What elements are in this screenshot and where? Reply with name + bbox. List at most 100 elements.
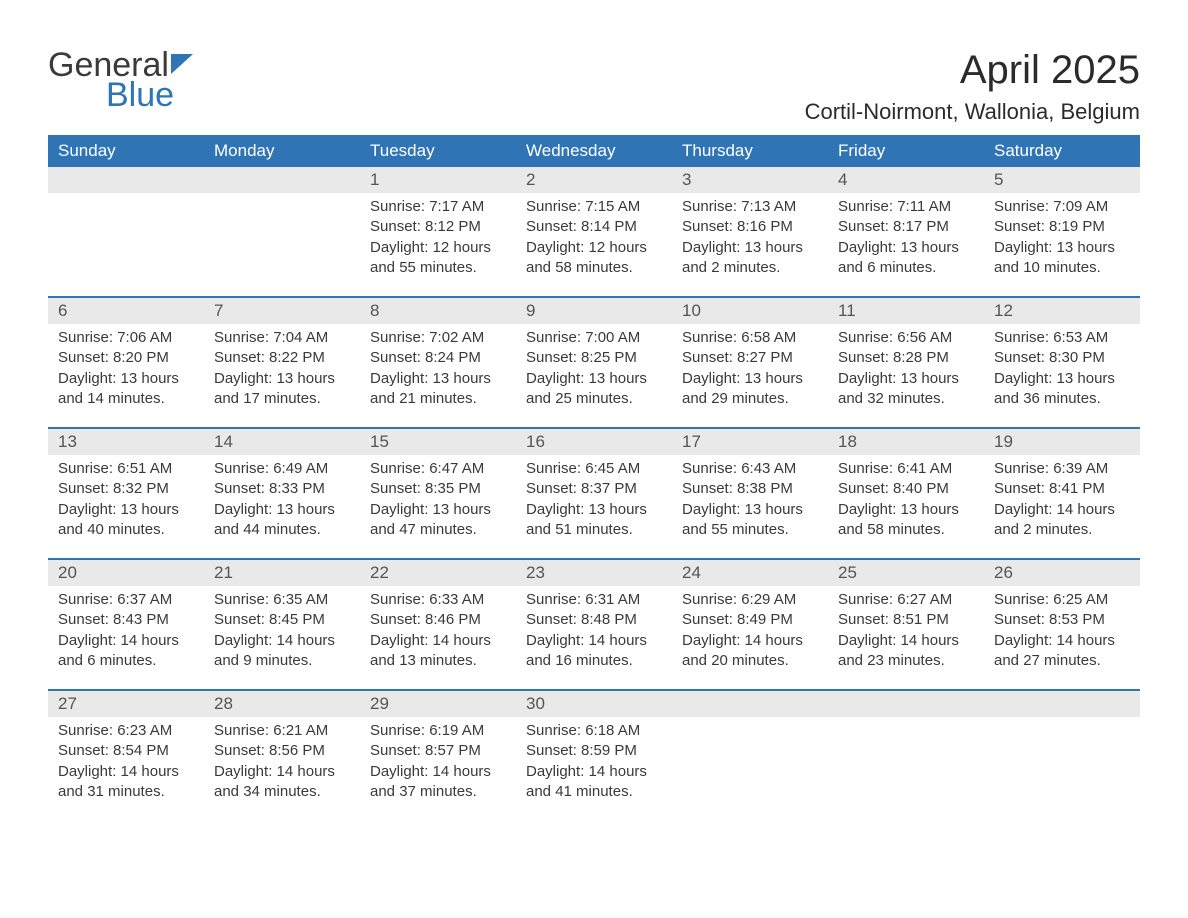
day-number: 22 <box>360 560 516 586</box>
sunrise-line: Sunrise: 6:37 AM <box>58 590 194 610</box>
sunset-line: Sunset: 8:45 PM <box>214 610 350 630</box>
day-cell: Sunrise: 6:47 AMSunset: 8:35 PMDaylight:… <box>360 455 516 559</box>
weekday-header: Thursday <box>672 135 828 167</box>
day-number: 14 <box>204 429 360 455</box>
weekday-header: Saturday <box>984 135 1140 167</box>
day-cell: Sunrise: 6:39 AMSunset: 8:41 PMDaylight:… <box>984 455 1140 559</box>
daylight-line: Daylight: 13 hours and 36 minutes. <box>994 369 1130 410</box>
sunrise-line: Sunrise: 7:02 AM <box>370 328 506 348</box>
weekday-header-row: SundayMondayTuesdayWednesdayThursdayFrid… <box>48 135 1140 167</box>
sunset-line: Sunset: 8:19 PM <box>994 217 1130 237</box>
sunrise-line: Sunrise: 6:21 AM <box>214 721 350 741</box>
sunrise-line: Sunrise: 7:06 AM <box>58 328 194 348</box>
calendar-table: SundayMondayTuesdayWednesdayThursdayFrid… <box>48 135 1140 820</box>
sunrise-line: Sunrise: 6:18 AM <box>526 721 662 741</box>
weekday-header: Wednesday <box>516 135 672 167</box>
sunset-line: Sunset: 8:35 PM <box>370 479 506 499</box>
sunset-line: Sunset: 8:33 PM <box>214 479 350 499</box>
sunset-line: Sunset: 8:14 PM <box>526 217 662 237</box>
sunrise-line: Sunrise: 6:43 AM <box>682 459 818 479</box>
daylight-line: Daylight: 13 hours and 40 minutes. <box>58 500 194 541</box>
empty-cell <box>984 717 1140 820</box>
day-cell: Sunrise: 7:09 AMSunset: 8:19 PMDaylight:… <box>984 193 1140 297</box>
day-cell: Sunrise: 6:37 AMSunset: 8:43 PMDaylight:… <box>48 586 204 690</box>
daylight-line: Daylight: 13 hours and 6 minutes. <box>838 238 974 279</box>
sunrise-line: Sunrise: 7:09 AM <box>994 197 1130 217</box>
sunset-line: Sunset: 8:49 PM <box>682 610 818 630</box>
day-number-row: 13141516171819 <box>48 429 1140 455</box>
day-cell: Sunrise: 6:35 AMSunset: 8:45 PMDaylight:… <box>204 586 360 690</box>
day-cell: Sunrise: 6:27 AMSunset: 8:51 PMDaylight:… <box>828 586 984 690</box>
empty-cell <box>984 691 1140 717</box>
day-cell: Sunrise: 7:04 AMSunset: 8:22 PMDaylight:… <box>204 324 360 428</box>
day-cell: Sunrise: 7:00 AMSunset: 8:25 PMDaylight:… <box>516 324 672 428</box>
day-number: 17 <box>672 429 828 455</box>
day-number: 23 <box>516 560 672 586</box>
day-number: 6 <box>48 298 204 324</box>
daylight-line: Daylight: 13 hours and 32 minutes. <box>838 369 974 410</box>
sunset-line: Sunset: 8:22 PM <box>214 348 350 368</box>
sunrise-line: Sunrise: 7:17 AM <box>370 197 506 217</box>
day-number: 11 <box>828 298 984 324</box>
day-number: 15 <box>360 429 516 455</box>
day-cell: Sunrise: 7:11 AMSunset: 8:17 PMDaylight:… <box>828 193 984 297</box>
day-cell: Sunrise: 6:23 AMSunset: 8:54 PMDaylight:… <box>48 717 204 820</box>
sunrise-line: Sunrise: 6:49 AM <box>214 459 350 479</box>
day-body-row: Sunrise: 7:17 AMSunset: 8:12 PM Daylight:… <box>48 193 1140 297</box>
daylight-line: Daylight: 13 hours and 25 minutes. <box>526 369 662 410</box>
daylight-line: Daylight: 14 hours and 9 minutes. <box>214 631 350 672</box>
day-number: 3 <box>672 167 828 193</box>
month-title: April 2025 <box>805 48 1140 93</box>
location-subtitle: Cortil-Noirmont, Wallonia, Belgium <box>805 99 1140 125</box>
day-number: 26 <box>984 560 1140 586</box>
daylight-line: Daylight: 14 hours and 20 minutes. <box>682 631 818 672</box>
sunset-line: Sunset: 8:48 PM <box>526 610 662 630</box>
sunset-line: Sunset: 8:54 PM <box>58 741 194 761</box>
day-number-row: 12345 <box>48 167 1140 193</box>
day-cell: Sunrise: 7:15 AMSunset: 8:14 PMDaylight:… <box>516 193 672 297</box>
daylight-line: Daylight: 13 hours and 51 minutes. <box>526 500 662 541</box>
day-cell: Sunrise: 6:51 AMSunset: 8:32 PMDaylight:… <box>48 455 204 559</box>
day-cell: Sunrise: 6:56 AMSunset: 8:28 PMDaylight:… <box>828 324 984 428</box>
sunrise-line: Sunrise: 6:53 AM <box>994 328 1130 348</box>
title-block: April 2025 Cortil-Noirmont, Wallonia, Be… <box>805 48 1140 125</box>
sunrise-line: Sunrise: 6:33 AM <box>370 590 506 610</box>
sunrise-line: Sunrise: 7:11 AM <box>838 197 974 217</box>
day-number: 27 <box>48 691 204 717</box>
day-number: 10 <box>672 298 828 324</box>
day-number: 5 <box>984 167 1140 193</box>
logo: General Blue <box>48 48 193 112</box>
daylight-line: Daylight: 14 hours and 31 minutes. <box>58 762 194 803</box>
logo-mark-icon <box>171 54 193 74</box>
sunset-line: Sunset: 8:57 PM <box>370 741 506 761</box>
empty-cell <box>48 167 204 193</box>
day-number: 7 <box>204 298 360 324</box>
sunrise-line: Sunrise: 6:41 AM <box>838 459 974 479</box>
empty-cell <box>828 717 984 820</box>
day-cell: Sunrise: 6:21 AMSunset: 8:56 PMDaylight:… <box>204 717 360 820</box>
day-cell: Sunrise: 6:18 AMSunset: 8:59 PMDaylight:… <box>516 717 672 820</box>
day-number: 13 <box>48 429 204 455</box>
sunrise-line: Sunrise: 7:13 AM <box>682 197 818 217</box>
sunrise-line: Sunrise: 6:19 AM <box>370 721 506 741</box>
sunrise-line: Sunrise: 6:58 AM <box>682 328 818 348</box>
sunset-line: Sunset: 8:37 PM <box>526 479 662 499</box>
day-number: 4 <box>828 167 984 193</box>
day-number: 25 <box>828 560 984 586</box>
day-number: 8 <box>360 298 516 324</box>
day-cell: Sunrise: 6:49 AMSunset: 8:33 PMDaylight:… <box>204 455 360 559</box>
day-cell: Sunrise: 7:13 AMSunset: 8:16 PMDaylight:… <box>672 193 828 297</box>
sunrise-line: Sunrise: 6:45 AM <box>526 459 662 479</box>
day-cell: Sunrise: 6:53 AMSunset: 8:30 PMDaylight:… <box>984 324 1140 428</box>
sunrise-line: Sunrise: 6:56 AM <box>838 328 974 348</box>
page-header: General Blue April 2025 Cortil-Noirmont,… <box>48 48 1140 125</box>
daylight-line: Daylight: 13 hours and 44 minutes. <box>214 500 350 541</box>
weekday-header: Sunday <box>48 135 204 167</box>
sunrise-line: Sunrise: 7:04 AM <box>214 328 350 348</box>
day-number: 28 <box>204 691 360 717</box>
day-cell: Sunrise: 6:29 AMSunset: 8:49 PMDaylight:… <box>672 586 828 690</box>
daylight-line: Daylight: 13 hours and 17 minutes. <box>214 369 350 410</box>
sunset-line: Sunset: 8:12 PM <box>370 217 506 237</box>
day-number-row: 27282930 <box>48 691 1140 717</box>
day-body-row: Sunrise: 6:23 AMSunset: 8:54 PMDaylight:… <box>48 717 1140 820</box>
